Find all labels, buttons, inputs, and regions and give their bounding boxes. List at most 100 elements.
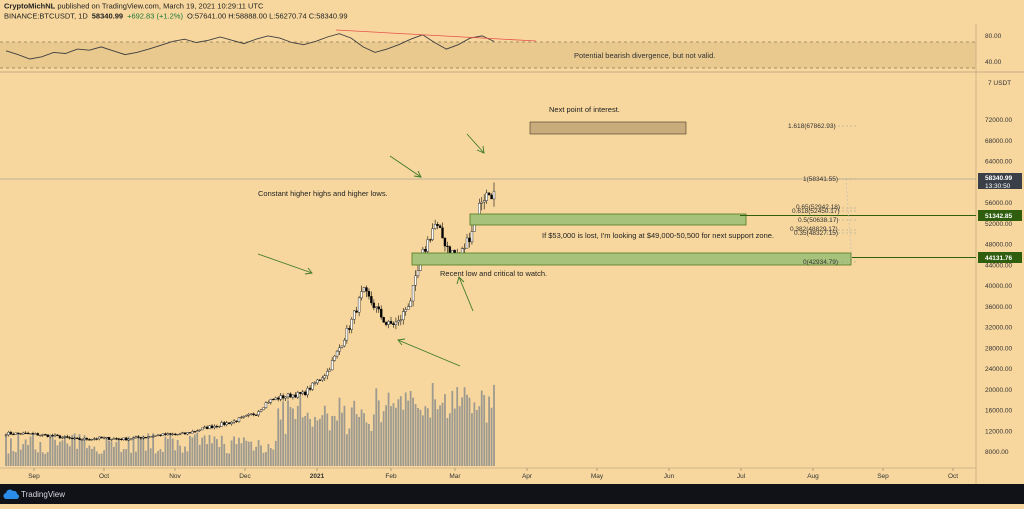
current-price-tag bbox=[978, 173, 1022, 189]
current-price-text: 58340.99 bbox=[985, 175, 1012, 182]
volume-bar bbox=[287, 400, 289, 466]
volume-bar bbox=[27, 445, 29, 466]
candle-body bbox=[438, 225, 442, 228]
y-tick-label: 8000.00 bbox=[985, 449, 1009, 456]
candle-body bbox=[252, 413, 255, 416]
volume-bar bbox=[399, 396, 402, 466]
volume-bar bbox=[22, 444, 25, 466]
candle-body bbox=[353, 310, 356, 320]
volume-bar bbox=[274, 440, 277, 466]
y-tick-label: 28000.00 bbox=[985, 345, 1012, 352]
x-tick-label: Feb bbox=[385, 473, 397, 480]
volume-bar bbox=[181, 452, 184, 466]
candle-body bbox=[360, 291, 363, 299]
candle-body bbox=[343, 339, 346, 347]
volume-bar bbox=[34, 449, 37, 466]
tradingview-logo[interactable]: TradingView bbox=[3, 489, 65, 500]
volume-bar bbox=[468, 397, 471, 466]
y-tick-label: 36000.00 bbox=[985, 304, 1012, 311]
volume-bar bbox=[201, 437, 204, 466]
rsi-pane: Potential bearish divergence, but not va… bbox=[0, 29, 1002, 69]
volume-bar bbox=[387, 392, 390, 466]
candle-body bbox=[34, 433, 37, 435]
volume-bar bbox=[196, 432, 199, 466]
volume-bar bbox=[299, 395, 302, 466]
candle-body bbox=[289, 393, 292, 398]
volume-bar bbox=[471, 413, 473, 466]
volume-bar bbox=[191, 437, 194, 466]
fib-label-1618: 1.618(67862.93) bbox=[788, 123, 836, 130]
volume-bar bbox=[463, 387, 466, 466]
candle-body bbox=[147, 436, 150, 438]
volume-bar bbox=[164, 436, 167, 466]
volume-bar bbox=[44, 453, 47, 466]
x-tick-label: 2021 bbox=[310, 473, 325, 480]
candle-body bbox=[429, 239, 432, 241]
volume-bar bbox=[262, 452, 265, 466]
candle-body bbox=[306, 387, 309, 396]
volume-bar bbox=[289, 407, 292, 466]
candle-body bbox=[286, 393, 290, 398]
candle-body bbox=[232, 420, 236, 423]
candle-body bbox=[316, 379, 319, 384]
volume-bar bbox=[63, 435, 66, 466]
volume-bar bbox=[493, 384, 495, 466]
volume-bar bbox=[255, 446, 258, 466]
candle-body bbox=[75, 437, 79, 440]
next-point-note: Next point of interest. bbox=[549, 105, 620, 114]
volume-bar bbox=[365, 422, 368, 466]
arrow-to-jan-low bbox=[397, 338, 461, 367]
candle-body bbox=[431, 228, 434, 240]
volume-bar bbox=[132, 436, 135, 466]
candle-body bbox=[294, 394, 297, 398]
candle-body bbox=[259, 409, 263, 412]
volume-bar bbox=[370, 431, 373, 466]
volume-bar bbox=[321, 415, 324, 466]
candle-body bbox=[213, 425, 216, 428]
volume-bar bbox=[61, 440, 64, 466]
arrow-to-feb-high bbox=[389, 155, 422, 178]
volume-bar bbox=[368, 423, 370, 466]
volume-bar bbox=[147, 433, 150, 466]
fib-label-035: 0.35(48327.15) bbox=[794, 230, 838, 237]
volume-bar bbox=[93, 446, 96, 466]
candle-body bbox=[132, 437, 135, 439]
candle-body bbox=[303, 391, 307, 396]
candle-body bbox=[29, 433, 32, 435]
volume-bar bbox=[83, 435, 86, 466]
candle-body bbox=[372, 302, 376, 308]
candle-body bbox=[245, 415, 248, 417]
candle-body bbox=[68, 437, 71, 439]
candle-body bbox=[274, 397, 277, 400]
candle-body bbox=[181, 432, 184, 434]
volume-bar bbox=[71, 434, 74, 466]
volume-bar bbox=[466, 394, 468, 466]
candle-body bbox=[4, 434, 8, 436]
candle-body bbox=[24, 432, 27, 434]
candle-body bbox=[186, 432, 189, 435]
brand-name: TradingView bbox=[21, 490, 65, 499]
volume-bar bbox=[125, 449, 128, 466]
volume-bar bbox=[51, 435, 54, 466]
candle-body bbox=[122, 437, 125, 440]
volume-bar bbox=[171, 438, 174, 466]
candle-body bbox=[264, 402, 268, 408]
header-line-1: CryptoMichNL published on TradingView.co… bbox=[4, 2, 264, 11]
volume-bar bbox=[54, 439, 56, 466]
candle-body bbox=[14, 432, 18, 435]
candle-body bbox=[399, 319, 403, 321]
volume-bar bbox=[407, 400, 410, 466]
volume-bar bbox=[265, 452, 267, 466]
candle-body bbox=[53, 434, 57, 437]
candle-body bbox=[196, 430, 199, 432]
volume-bar bbox=[473, 402, 476, 466]
volume-bar bbox=[309, 419, 311, 466]
candle-body bbox=[482, 200, 486, 203]
volume-bar bbox=[461, 397, 464, 466]
volume-bar bbox=[338, 397, 341, 466]
rsi-tick-80: 80.00 bbox=[985, 33, 1002, 40]
volume-bar bbox=[250, 441, 253, 466]
candle-body bbox=[414, 275, 417, 286]
